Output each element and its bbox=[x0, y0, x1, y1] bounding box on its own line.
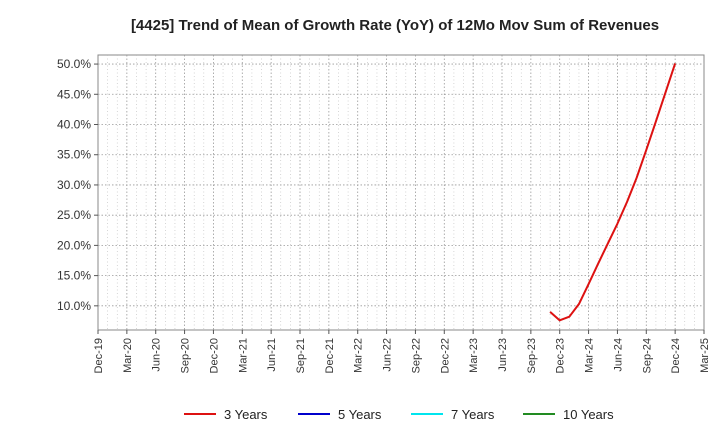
x-tick-label: Sep-23 bbox=[526, 338, 538, 373]
series-layer bbox=[549, 63, 677, 322]
grid-layer bbox=[98, 55, 704, 330]
legend-label: 7 Years bbox=[451, 407, 495, 422]
x-tick-label: Mar-21 bbox=[237, 338, 249, 373]
x-tick-label: Dec-20 bbox=[208, 338, 220, 373]
x-tick-label: Dec-24 bbox=[670, 338, 682, 373]
y-tick-label: 20.0% bbox=[57, 238, 91, 252]
y-tick-label: 35.0% bbox=[57, 148, 91, 162]
x-tick-label: Sep-21 bbox=[295, 338, 307, 373]
y-tick-label: 30.0% bbox=[57, 178, 91, 192]
legend-label: 3 Years bbox=[224, 407, 268, 422]
x-tick-label: Jun-24 bbox=[612, 338, 624, 372]
x-tick-label: Sep-22 bbox=[410, 338, 422, 373]
y-tick-label: 50.0% bbox=[57, 57, 91, 71]
legend-label: 10 Years bbox=[563, 407, 614, 422]
x-tick-label: Dec-22 bbox=[439, 338, 451, 373]
x-tick-label: Sep-20 bbox=[180, 338, 192, 373]
x-tick-label: Dec-21 bbox=[324, 338, 336, 373]
x-tick-label: Jun-23 bbox=[497, 338, 509, 372]
x-tick-label: Jun-22 bbox=[382, 338, 394, 372]
y-tick-label: 10.0% bbox=[57, 299, 91, 313]
y-tick-label: 15.0% bbox=[57, 269, 91, 283]
y-tick-label: 25.0% bbox=[57, 208, 91, 222]
x-tick-label: Dec-23 bbox=[555, 338, 567, 373]
series-line-3-years bbox=[549, 63, 677, 322]
x-tick-label: Jun-21 bbox=[266, 338, 278, 372]
x-tick-label: Jun-20 bbox=[151, 338, 163, 372]
legend: 3 Years 5 Years 7 Years 10 Years bbox=[184, 407, 614, 422]
x-tick-label: Dec-19 bbox=[93, 338, 105, 373]
chart-title: [4425] Trend of Mean of Growth Rate (YoY… bbox=[131, 17, 659, 34]
x-tick-label: Mar-25 bbox=[699, 338, 711, 373]
y-tick-label: 45.0% bbox=[57, 87, 91, 101]
x-tick-label: Mar-20 bbox=[122, 338, 134, 373]
axis-layer: Dec-19 Mar-20 Jun-20 Sep-20 Dec-20 Mar-21 Jun-… bbox=[57, 57, 711, 373]
legend-label: 5 Years bbox=[338, 407, 382, 422]
x-tick-label: Mar-24 bbox=[584, 338, 596, 373]
y-tick-label: 40.0% bbox=[57, 118, 91, 132]
x-tick-label: Sep-24 bbox=[641, 338, 653, 373]
x-tick-label: Mar-22 bbox=[353, 338, 365, 373]
plot-area bbox=[97, 54, 705, 331]
x-tick-label: Mar-23 bbox=[468, 338, 480, 373]
